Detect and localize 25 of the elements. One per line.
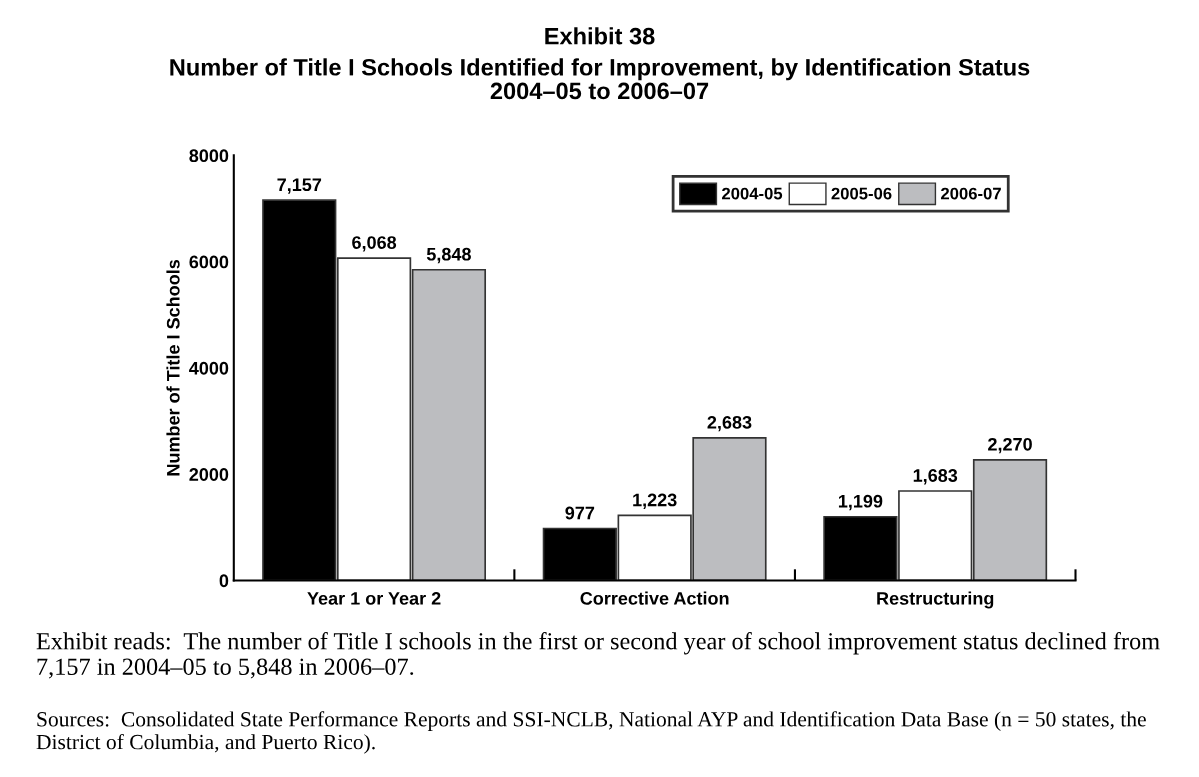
- legend-label: 2006-07: [941, 187, 1001, 200]
- y-tick-label: 8000: [189, 149, 229, 163]
- data-label: 7,157: [277, 178, 322, 194]
- data-label: 1,683: [913, 469, 958, 485]
- y-tick-label: 4000: [189, 361, 229, 375]
- x-tick-label: Corrective Action: [580, 591, 729, 605]
- chart-subtitle: Number of Title I Schools Identified for Improvement, by Identification Status 2004–05 to 2006–07: [170, 58, 1030, 100]
- data-label: 977: [565, 506, 595, 520]
- data-label: 5,848: [426, 247, 471, 264]
- source-note: Sources: Consolidated State Performance Reports and SSI-NCLB, National AYP and Identification Data Base (n = 50 states, the District of Columbia, and Puerto Rico).: [36, 711, 1146, 754]
- y-axis-title: Number of Title I Schools: [166, 259, 180, 476]
- legend-label: 2005-06: [831, 187, 892, 200]
- data-label: 2,270: [988, 437, 1032, 454]
- data-label: 1,223: [633, 493, 677, 509]
- y-tick-label: 6000: [189, 255, 229, 269]
- y-tick-label: 2000: [189, 468, 229, 481]
- text: Exhibit reads: The number of Title I schools in the first or second year of school improvement status declined from 7,157 in 2004–05 to 5,848 in 2006–07.: [36, 632, 1160, 679]
- data-label: 2,683: [707, 415, 752, 432]
- data-label: 6,068: [352, 236, 397, 252]
- x-tick-label: Restructuring: [877, 591, 994, 609]
- x-tick-label: Year 1 or Year 2: [307, 592, 441, 605]
- y-tick-label: 0: [219, 574, 229, 588]
- legend-label: 2004-05: [722, 187, 783, 200]
- chart-title: Exhibit 38: [545, 27, 655, 45]
- data-label: 1,199: [838, 494, 883, 511]
